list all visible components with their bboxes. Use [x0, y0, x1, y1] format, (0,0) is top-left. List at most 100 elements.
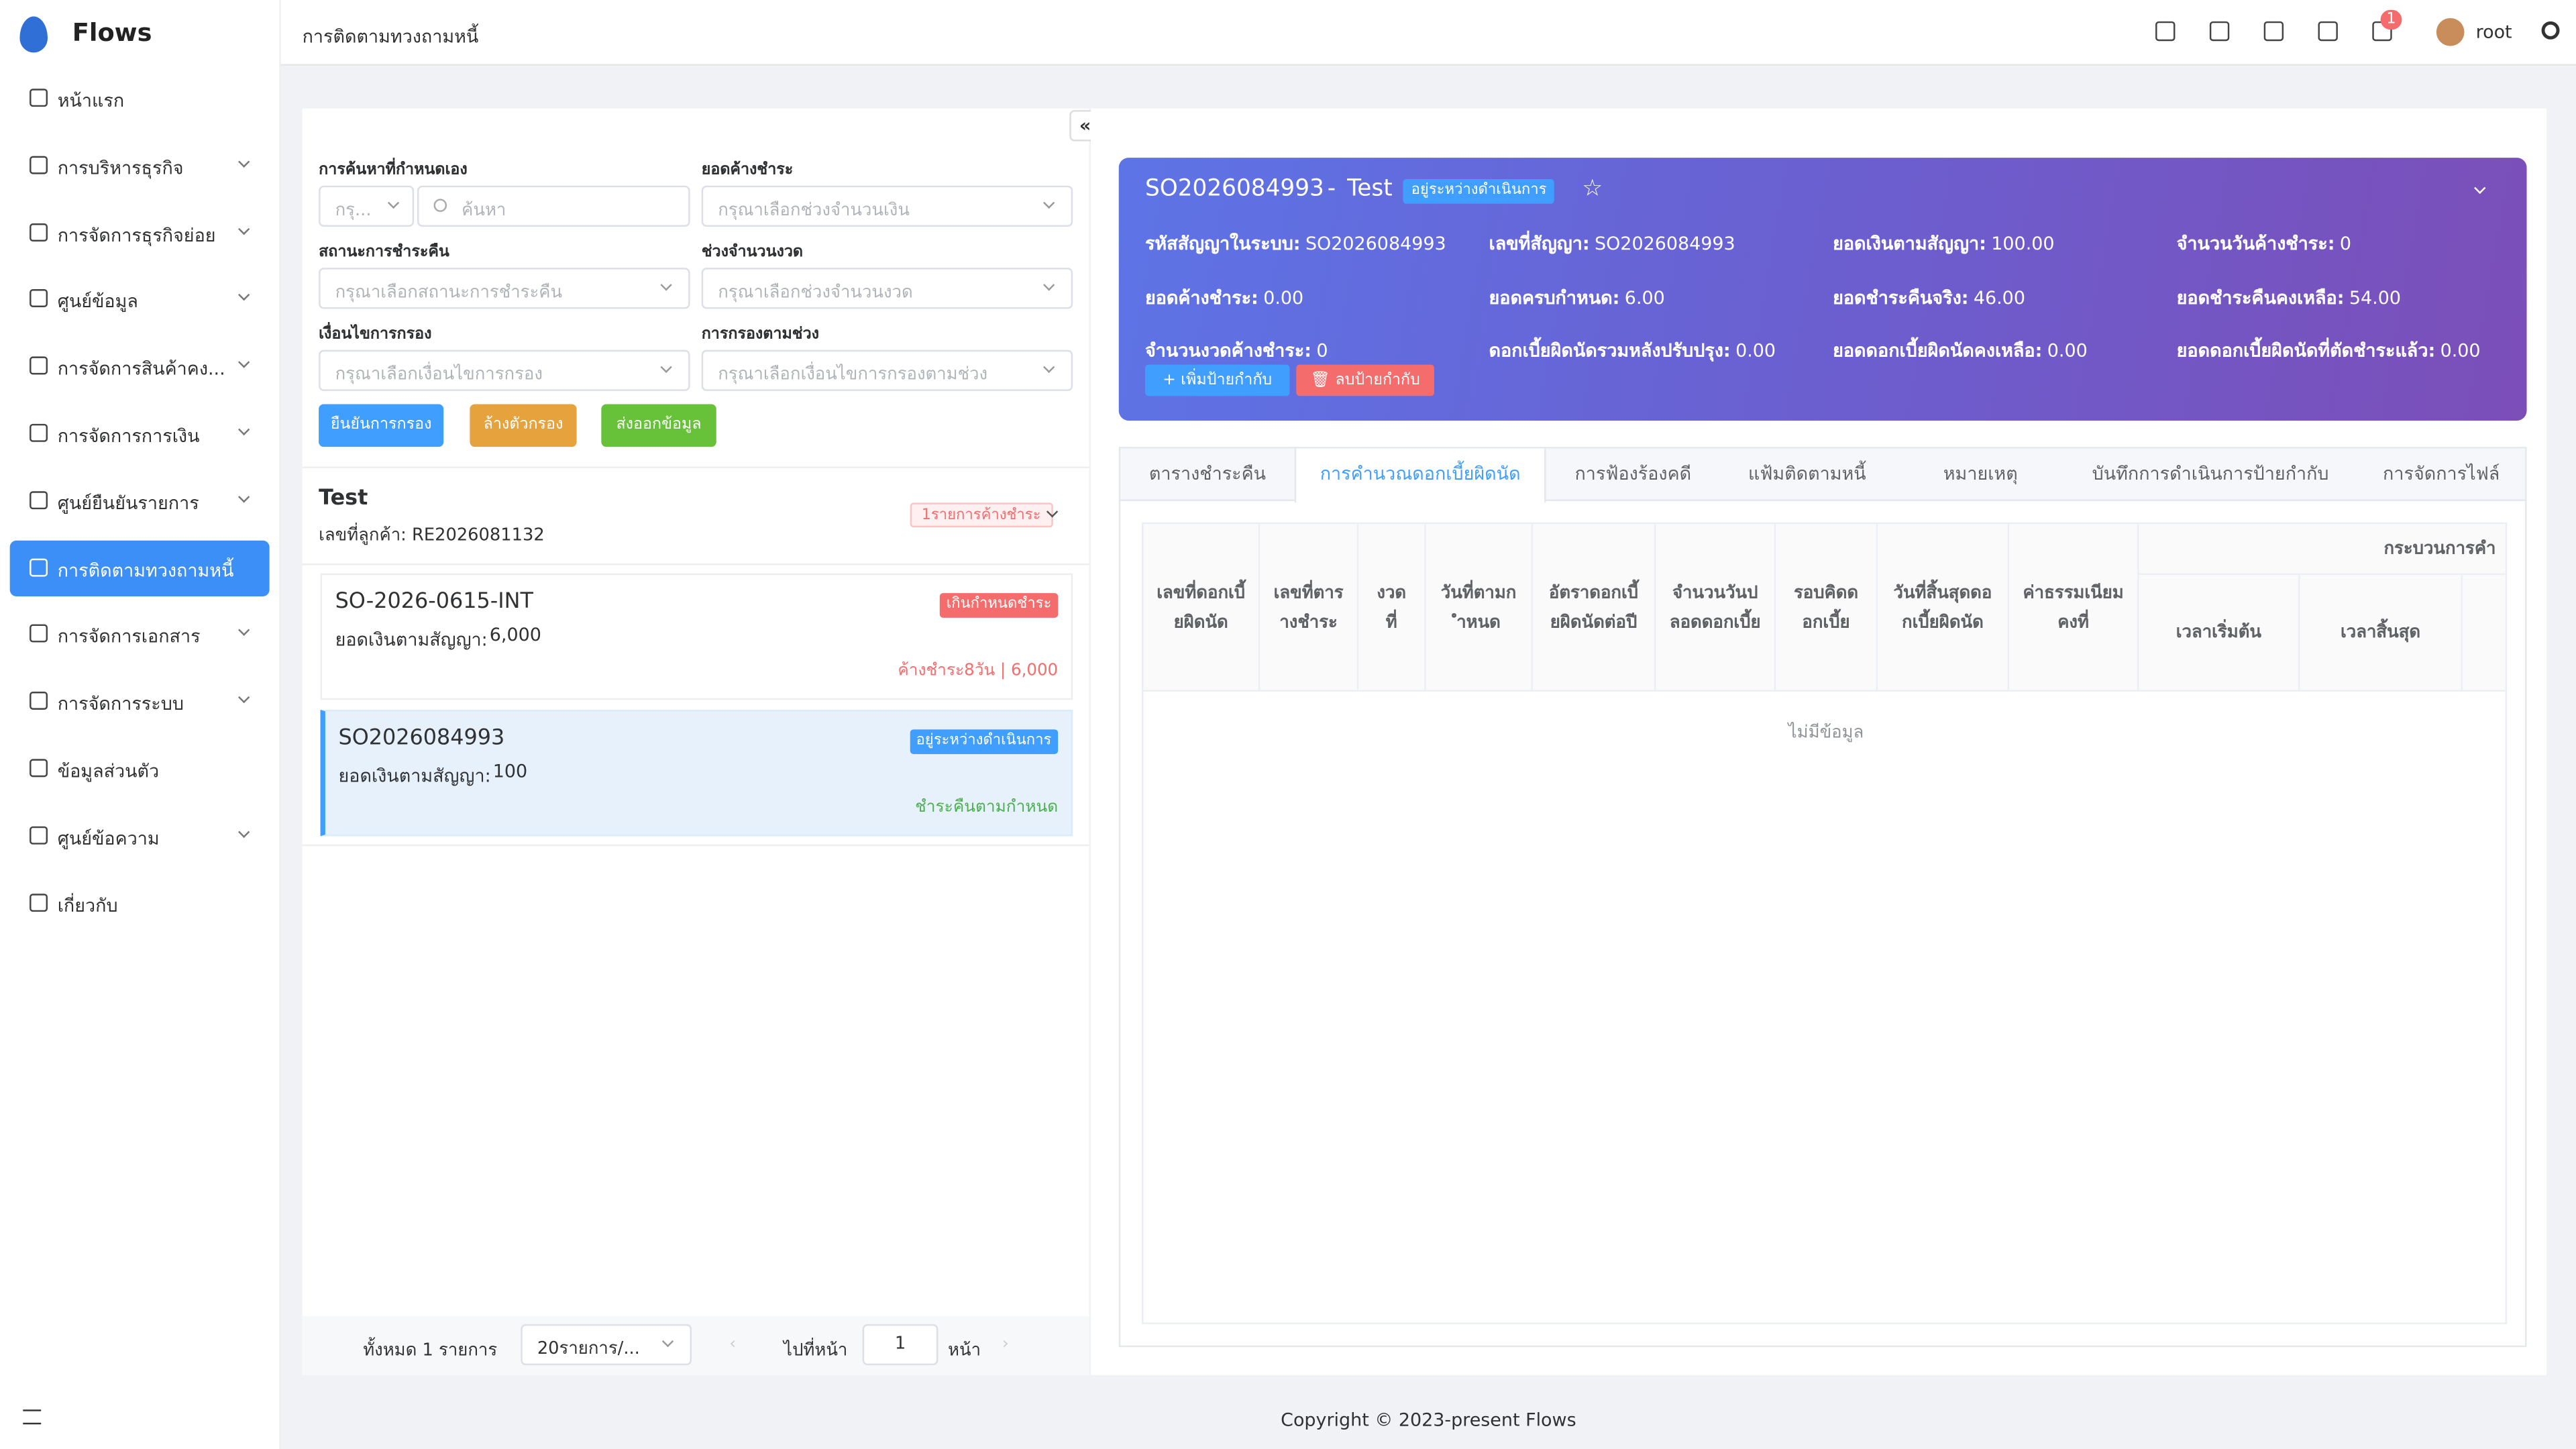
- column-header: ค่าธรรมเนียมคงที่: [2009, 524, 2139, 692]
- select[interactable]: กรุณาเลือกช่วงจำนวนเงิน: [701, 185, 1073, 227]
- next-page[interactable]: ›: [1002, 1336, 1009, 1354]
- header-icon[interactable]: [2263, 21, 2284, 42]
- menu-icon: [30, 557, 48, 576]
- field-value: 0.00: [2047, 340, 2088, 362]
- search-input[interactable]: ค้นหา: [417, 185, 690, 227]
- field-value: SO2026084993: [1305, 233, 1446, 255]
- field-label: จำนวนวันค้างชำระ:: [2176, 233, 2335, 255]
- tab[interactable]: การคำนวณดอกเบี้ยผิดนัด: [1294, 448, 1546, 503]
- column-header: วันที่ตามกำหนด: [1426, 524, 1533, 692]
- placeholder: กรุณาเลือกเงื่อนไขการกรองตามช่วง: [718, 364, 988, 385]
- tab[interactable]: แฟ้มติดตามหนี้: [1748, 463, 1866, 485]
- menu-label: การบริหารธุรกิจ: [57, 157, 184, 179]
- menu-item[interactable]: การจัดการระบบ: [10, 674, 270, 730]
- customer-name: Test: [319, 486, 368, 511]
- menu-item[interactable]: เกี่ยวกับ: [10, 875, 270, 930]
- amount-label: ยอดเงินตามสัญญา:: [335, 629, 488, 651]
- chevron: [238, 156, 250, 168]
- table: เลขที่ดอกเบี้ยผิดนัด เลขที่ตารางชำระ งวดที…: [1142, 522, 2508, 1324]
- tab[interactable]: การจัดการไฟล์: [2383, 463, 2500, 485]
- menu-item[interactable]: การจัดการการเงิน: [10, 406, 270, 462]
- filter-button[interactable]: ยืนยันการกรอง: [319, 404, 444, 447]
- tab[interactable]: การฟ้องร้องคดี: [1574, 463, 1692, 485]
- detail-field: เลขที่สัญญา: SO2026084993: [1489, 228, 1735, 258]
- menu-label: ศูนย์ข้อมูล: [57, 291, 138, 313]
- tab[interactable]: หมายเหตุ: [1943, 463, 2018, 485]
- page-unit: หน้า: [948, 1340, 981, 1360]
- avatar[interactable]: [2436, 17, 2465, 46]
- logo-icon: [19, 16, 48, 53]
- menu-item[interactable]: ศูนย์ยืนยันรายการ: [10, 473, 270, 529]
- menu-item[interactable]: การจัดการสินค้าคง...: [10, 339, 270, 394]
- goto-label: ไปที่หน้า: [784, 1340, 848, 1360]
- select[interactable]: กรุ...: [319, 185, 415, 227]
- overdue-tag: 1รายการค้างชำระ: [910, 502, 1053, 528]
- header-icon[interactable]: [2155, 21, 2176, 42]
- detail-code: SO2026084993: [1144, 176, 1324, 203]
- menu-icon: [30, 89, 48, 107]
- filter-button[interactable]: ส่งออกข้อมูล: [601, 404, 716, 447]
- tab[interactable]: บันทึกการดำเนินการป้ายกำกับ: [2092, 463, 2329, 485]
- group-header: กระบวนการคำ: [2139, 524, 2506, 576]
- menu-item[interactable]: ศูนย์ข้อมูล: [10, 272, 270, 327]
- header-icon[interactable]: [2318, 21, 2338, 42]
- detail-field: ยอดดอกเบี้ยผิดนัดคงเหลือ: 0.00: [1833, 336, 2088, 366]
- notification-badge: 1: [2380, 9, 2402, 30]
- sidebar: Flows หน้าแรก การบริหารธุรกิจ การจัดการธุรก…: [0, 0, 281, 1449]
- chevron: [238, 356, 250, 369]
- page-input[interactable]: 1: [862, 1324, 938, 1366]
- field-label: จำนวนงวดค้างชำระ:: [1144, 340, 1312, 362]
- menu-item[interactable]: ข้อมูลส่วนตัว: [10, 741, 270, 796]
- divider: [302, 466, 1089, 468]
- column-header: จำนวนวันปลอดดอกเบี้ย: [1656, 524, 1776, 692]
- page-size-select[interactable]: 20รายการ/...: [521, 1324, 692, 1366]
- tag-button[interactable]: 🗑 ลบป้ายกำกับ: [1296, 364, 1434, 396]
- menu-item[interactable]: การจัดการเอกสาร: [10, 607, 270, 663]
- menu-item[interactable]: การติดตามทวงถามหนี้: [9, 539, 270, 596]
- pagination-bar: [302, 1316, 1089, 1375]
- contract-card[interactable]: SO2026084993 ยอดเงินตามสัญญา: 100 อยู่ระหว่…: [320, 709, 1073, 837]
- field-label: รหัสสัญญาในระบบ:: [1144, 233, 1301, 255]
- chevron: [238, 826, 250, 838]
- select[interactable]: กรุณาเลือกช่วงจำนวนงวด: [701, 268, 1073, 309]
- menu-item[interactable]: การจัดการธุรกิจย่อย: [10, 205, 270, 260]
- field-label: ยอดครบกำหนด:: [1489, 286, 1620, 309]
- menu-icon: [30, 759, 48, 777]
- tag-button[interactable]: + เพิ่มป้ายกำกับ: [1144, 364, 1290, 396]
- menu-label: ข้อมูลส่วนตัว: [57, 760, 160, 782]
- customer-id: เลขที่ลูกค้า: RE2026081132: [319, 525, 545, 546]
- placeholder: กรุณาเลือกเงื่อนไขการกรอง: [335, 364, 543, 385]
- placeholder: กรุณาเลือกช่วงจำนวนเงิน: [718, 200, 910, 221]
- detail-field: ยอดชำระคืนคงเหลือ: 54.00: [2177, 282, 2401, 311]
- header-icon[interactable]: [2209, 21, 2230, 42]
- filter-button[interactable]: ล้างตัวกรอง: [470, 404, 577, 447]
- select[interactable]: กรุณาเลือกสถานะการชำระคืน: [319, 268, 690, 309]
- favorite-star[interactable]: ☆: [1582, 176, 1603, 203]
- tab-container: ตารางชำระคืน การคำนวณดอกเบี้ยผิดนัด การฟ้อ…: [1118, 447, 2527, 1348]
- menu-icon: [30, 223, 48, 241]
- column-header: งวดที่: [1358, 524, 1426, 692]
- collapse-menu[interactable]: [23, 1409, 42, 1425]
- tag-button-label: เพิ่มป้ายกำกับ: [1181, 371, 1273, 390]
- user-name[interactable]: root: [2475, 21, 2512, 43]
- menu-item[interactable]: หน้าแรก: [10, 70, 270, 126]
- column-header: วันที่สิ้นสุดดอกเบี้ยผิดนัด: [1878, 524, 2010, 692]
- chevron: [238, 222, 250, 235]
- detail-panel: SO2026084993- Test อยู่ระหว่างดำเนินการ ☆ รห…: [1091, 108, 2546, 1375]
- filter-label: เงื่อนไขการกรอง: [319, 325, 432, 343]
- menu-icon: [30, 423, 48, 442]
- select[interactable]: กรุณาเลือกเงื่อนไขการกรอง: [319, 350, 690, 391]
- menu-item[interactable]: ศูนย์ข้อความ: [10, 808, 270, 863]
- settings-icon[interactable]: [2541, 21, 2560, 40]
- contract-card[interactable]: SO-2026-0615-INT ยอดเงินตามสัญญา: 6,000 เกิ…: [320, 573, 1073, 700]
- detail-field: ดอกเบี้ยผิดนัดรวมหลังปรับปรุง: 0.00: [1489, 336, 1776, 366]
- select[interactable]: กรุณาเลือกเงื่อนไขการกรองตามช่วง: [701, 350, 1073, 391]
- placeholder: กรุณาเลือกสถานะการชำระคืน: [335, 282, 563, 303]
- field-value: 0.00: [1263, 286, 1304, 309]
- chevron: [1043, 361, 1055, 374]
- prev-page[interactable]: ‹: [729, 1336, 737, 1354]
- tab[interactable]: ตารางชำระคืน: [1148, 463, 1267, 485]
- menu-label: การจัดการระบบ: [57, 693, 184, 715]
- menu-item[interactable]: การบริหารธุรกิจ: [10, 138, 270, 193]
- menu-label: หน้าแรก: [57, 90, 125, 112]
